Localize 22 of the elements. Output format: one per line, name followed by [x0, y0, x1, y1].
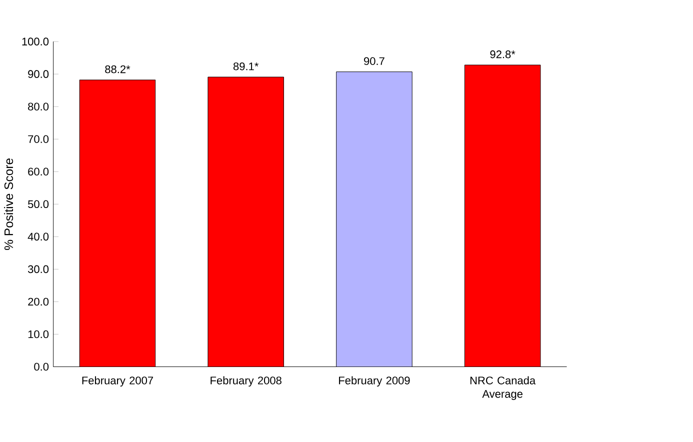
y-axis-title: % Positive Score [4, 158, 14, 250]
data-label: 88.2* [105, 65, 130, 74]
x-tick-label: February 2009 [339, 376, 410, 387]
bar [208, 76, 284, 367]
y-tick-label: 10.0 [28, 330, 49, 338]
y-tick-label: 60.0 [28, 168, 49, 176]
y-tick-label: 0.0 [34, 362, 49, 371]
data-label: 90.7 [364, 57, 384, 66]
y-tick-label: 70.0 [28, 135, 49, 144]
x-tick-label: NRC Canada Average [470, 376, 536, 400]
y-tick-label: 20.0 [28, 298, 49, 306]
data-label: 89.1* [233, 62, 259, 70]
y-tick-label: 50.0 [28, 200, 49, 208]
y-tick-label: 100.0 [22, 38, 49, 46]
x-tick-label: February 2007 [82, 376, 154, 387]
y-tick-label: 90.0 [28, 70, 49, 78]
data-label: 92.8* [490, 50, 516, 58]
bar [464, 64, 541, 367]
x-tick-label: February 2008 [210, 376, 282, 387]
y-tick-label: 40.0 [28, 232, 49, 241]
y-tick-label: 30.0 [28, 265, 49, 274]
y-tick-label: 80.0 [28, 102, 49, 111]
